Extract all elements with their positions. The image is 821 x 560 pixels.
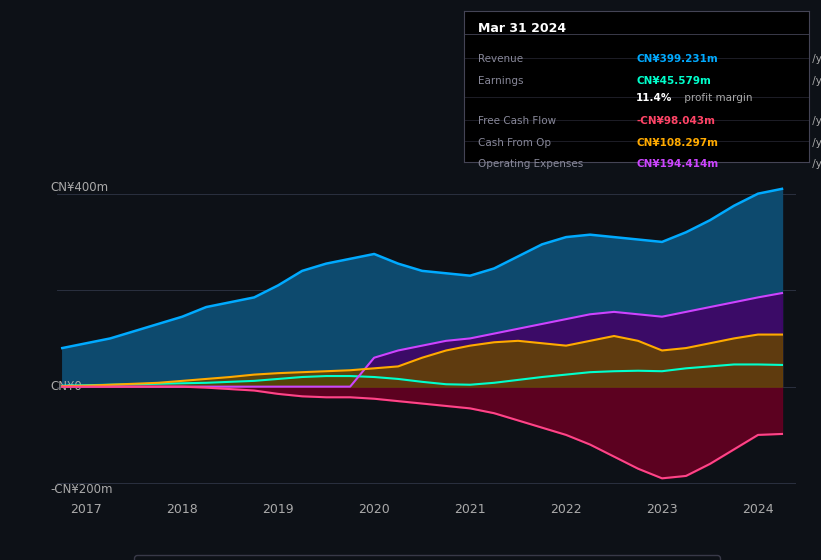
Text: /yr: /yr [809,76,821,86]
Text: /yr: /yr [809,138,821,148]
Text: -CN¥98.043m: -CN¥98.043m [636,115,715,125]
Legend: Revenue, Earnings, Free Cash Flow, Cash From Op, Operating Expenses: Revenue, Earnings, Free Cash Flow, Cash … [135,555,719,560]
Text: CN¥399.231m: CN¥399.231m [636,54,718,63]
Text: Free Cash Flow: Free Cash Flow [478,115,556,125]
Text: Cash From Op: Cash From Op [478,138,551,148]
Text: /yr: /yr [809,160,821,169]
Text: Earnings: Earnings [478,76,523,86]
Text: CN¥108.297m: CN¥108.297m [636,138,718,148]
Text: -CN¥200m: -CN¥200m [50,483,112,496]
Text: profit margin: profit margin [681,93,753,103]
Text: Mar 31 2024: Mar 31 2024 [478,22,566,35]
Text: CN¥0: CN¥0 [50,380,82,393]
Text: CN¥194.414m: CN¥194.414m [636,160,718,169]
Text: CN¥400m: CN¥400m [50,181,108,194]
Text: Operating Expenses: Operating Expenses [478,160,583,169]
Text: /yr: /yr [809,115,821,125]
Text: /yr: /yr [809,54,821,63]
Text: CN¥45.579m: CN¥45.579m [636,76,711,86]
Text: 11.4%: 11.4% [636,93,672,103]
Text: Revenue: Revenue [478,54,523,63]
